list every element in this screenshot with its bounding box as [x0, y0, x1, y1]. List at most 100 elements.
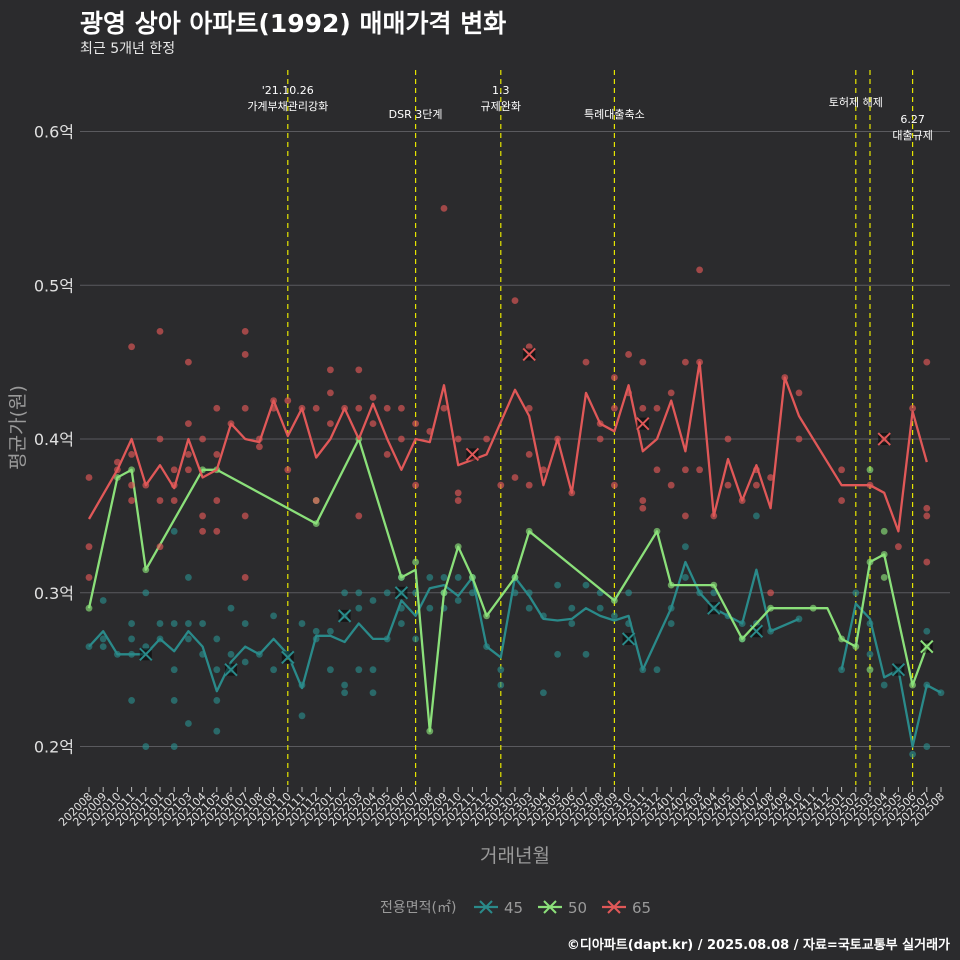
data-point-45 [170, 743, 178, 750]
data-point-65 [767, 474, 774, 481]
data-point-65 [525, 404, 533, 412]
cross-marker-45 [337, 609, 352, 623]
data-point-50 [880, 527, 888, 535]
data-point-65 [440, 404, 448, 412]
data-point-45 [355, 589, 363, 597]
cross-marker-65 [522, 347, 536, 362]
legend-item-50: 50 [538, 899, 587, 917]
data-point-65 [838, 466, 845, 474]
event-label: 토허제 해제 [829, 95, 883, 109]
legend-swatch-cross [479, 900, 493, 914]
data-point-65 [398, 404, 405, 412]
data-point-45 [170, 527, 178, 535]
data-point-65 [128, 343, 136, 351]
data-point-65 [653, 466, 661, 474]
data-point-45 [142, 743, 150, 750]
data-point-45 [185, 574, 192, 581]
data-point-65 [483, 435, 490, 443]
data-point-65 [355, 404, 363, 412]
data-point-45 [298, 712, 306, 720]
y-tick-label: 0.6억 [34, 123, 74, 142]
data-point-65 [327, 366, 334, 374]
series-65 [85, 204, 931, 597]
event-label: 대출규제 [892, 129, 932, 142]
data-point-45 [99, 643, 107, 651]
data-point-45 [270, 666, 277, 674]
data-point-65 [795, 389, 803, 397]
data-point-65 [284, 466, 292, 474]
data-point-45 [185, 720, 192, 727]
data-point-45 [866, 650, 874, 658]
data-point-45 [369, 666, 377, 674]
data-point-65 [185, 451, 192, 458]
event-label: 가계부채관리강화 [247, 100, 328, 113]
data-point-65 [156, 435, 164, 443]
data-point-65 [596, 435, 604, 443]
data-point-45 [923, 627, 931, 635]
x-axis-title: 거래년월 [480, 845, 550, 867]
data-point-65 [724, 481, 732, 489]
data-point-45 [852, 589, 860, 597]
data-point-50 [880, 574, 888, 581]
data-point-45 [99, 635, 107, 643]
data-point-45 [611, 612, 618, 620]
data-point-45 [596, 604, 604, 612]
data-point-65 [284, 397, 292, 404]
data-point-65 [440, 204, 448, 212]
data-point-65 [355, 366, 363, 374]
data-point-65 [511, 474, 519, 481]
data-point-45 [185, 620, 192, 627]
data-point-65 [696, 266, 703, 274]
data-point-65 [696, 466, 703, 474]
data-point-65 [369, 420, 377, 428]
data-point-45 [128, 697, 136, 704]
data-point-65 [511, 297, 519, 305]
data-point-45 [653, 666, 661, 674]
data-point-45 [213, 666, 221, 674]
cross-marker-45 [394, 586, 409, 600]
data-point-65 [625, 351, 632, 358]
data-point-45 [426, 604, 434, 612]
data-point-65 [682, 512, 689, 520]
series-line-45 [840, 602, 942, 748]
event-label: 특례대출축소 [584, 108, 645, 121]
event-label: 6.27 [900, 113, 925, 126]
data-point-65 [454, 489, 462, 497]
data-point-65 [383, 404, 391, 412]
chart-title: 광영 상아 아파트(1992) 매매가격 변화 [80, 9, 507, 38]
data-point-50 [866, 466, 874, 474]
data-point-65 [156, 327, 164, 335]
data-point-45 [909, 750, 916, 758]
data-point-45 [170, 666, 178, 674]
data-point-45 [241, 620, 249, 627]
y-tick-label: 0.2억 [34, 738, 74, 757]
data-point-65 [753, 481, 760, 489]
legend-title: 전용면적(㎡) [380, 900, 456, 916]
data-point-45 [128, 620, 136, 627]
data-point-65 [199, 435, 207, 443]
data-point-65 [525, 481, 533, 489]
legend-swatch-cross [543, 900, 557, 914]
cross-marker-45 [139, 647, 153, 662]
event-label: 규제완화 [481, 100, 521, 113]
data-point-65 [199, 527, 207, 535]
cross-marker-45 [224, 662, 238, 677]
data-point-65 [355, 512, 363, 520]
data-point-45 [682, 543, 689, 551]
data-point-65 [213, 404, 221, 412]
data-point-65 [85, 543, 93, 551]
data-point-65 [923, 358, 931, 366]
data-point-45 [341, 681, 348, 689]
series-line-45 [88, 560, 800, 693]
data-point-45 [327, 627, 334, 635]
legend-item-65: 65 [602, 899, 651, 917]
data-point-65 [85, 574, 93, 581]
series-45 [85, 512, 945, 758]
cross-marker-50 [920, 639, 934, 654]
data-point-65 [185, 420, 192, 428]
source-caption: ©디아파트(dapt.kr) / 2025.08.08 / 자료=국토교통부 실… [566, 938, 950, 953]
cross-marker-45 [707, 601, 721, 615]
data-point-45 [142, 589, 150, 597]
data-point-45 [241, 658, 249, 666]
